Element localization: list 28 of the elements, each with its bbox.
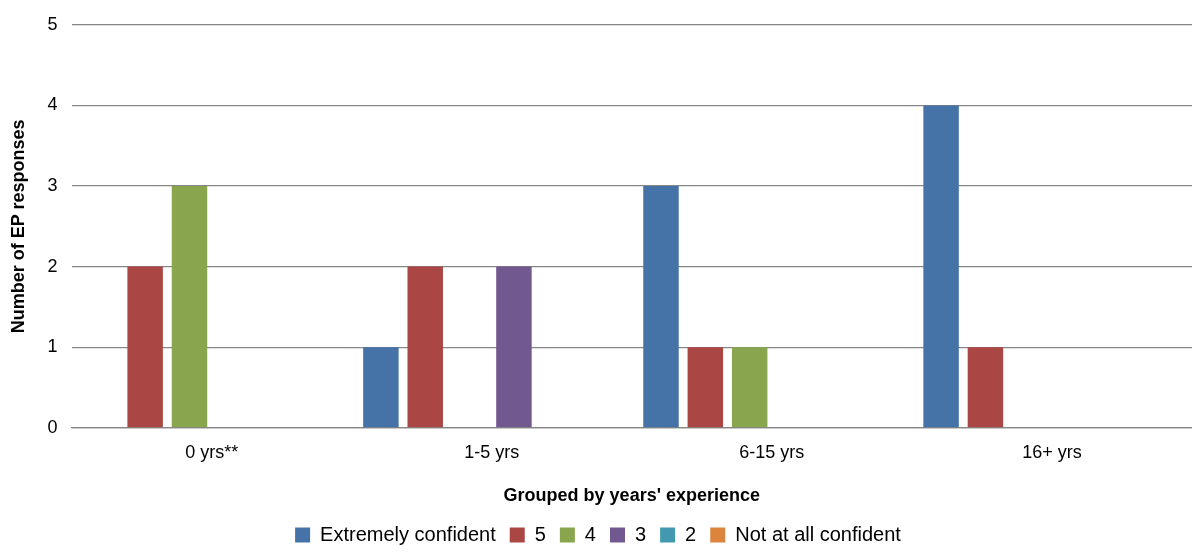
y-tick-label: 1 <box>47 336 58 357</box>
legend-label: Not at all confident <box>735 522 902 545</box>
legend-label: 3 <box>634 522 647 545</box>
legend-label: 5 <box>534 522 546 545</box>
x-tick-label: 0 yrs** <box>185 441 239 462</box>
y-tick-label: 0 <box>47 416 58 437</box>
legend-label: 4 <box>584 522 596 545</box>
bar <box>496 266 532 428</box>
bar <box>967 347 1004 428</box>
x-tick-label: 1-5 yrs <box>464 441 520 462</box>
x-tick-label: 16+ yrs <box>1022 441 1082 462</box>
bar <box>171 186 208 428</box>
bar <box>643 186 679 428</box>
bar <box>687 347 724 428</box>
y-tick-label: 2 <box>47 255 58 276</box>
y-tick-label: 4 <box>47 94 58 115</box>
legend-label: Extremely confident <box>320 522 497 545</box>
legend-label: 2 <box>685 522 697 545</box>
x-axis-title: Grouped by years' experience <box>503 485 761 506</box>
bar <box>407 266 443 428</box>
bar <box>923 105 959 428</box>
y-tick-label: 3 <box>47 174 58 195</box>
bar <box>731 347 768 428</box>
y-axis-title: Number of EP responses <box>7 119 28 334</box>
bar <box>363 347 399 428</box>
bar <box>127 266 163 428</box>
y-tick-label: 5 <box>47 13 58 34</box>
x-tick-label: 6-15 yrs <box>739 441 805 462</box>
